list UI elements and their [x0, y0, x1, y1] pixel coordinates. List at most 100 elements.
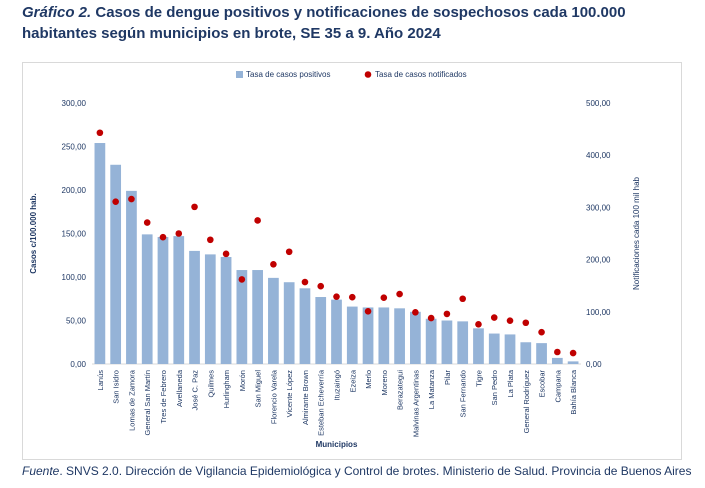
bar [551, 357, 563, 364]
dot [96, 129, 104, 137]
bar [173, 236, 185, 364]
bar [457, 321, 469, 364]
dot [317, 282, 325, 290]
x-tick-label: Lomas de Zamora [127, 369, 136, 431]
x-tick-label: Almirante Brown [301, 370, 310, 425]
dot [475, 321, 482, 328]
x-tick-label: General Rodríguez [522, 370, 531, 434]
x-tick-label: José C. Paz [191, 370, 200, 411]
legend-bar-swatch [236, 71, 243, 78]
dot [175, 230, 183, 237]
x-tick-label: San Pedro [490, 370, 499, 405]
x-tick-label: Bahía Blanca [569, 369, 578, 414]
dot [364, 307, 372, 315]
legend-dot-label: Tasa de casos notificados [375, 70, 467, 79]
bar [141, 234, 153, 364]
title-text: Casos de dengue positivos y notificacion… [22, 4, 626, 42]
dot [443, 310, 451, 318]
dot [270, 260, 277, 268]
source-lead: Fuente [22, 464, 60, 478]
x-tick-label: Florencio Varela [269, 369, 278, 424]
bar [567, 361, 579, 364]
x-tick-label: General San Martín [143, 370, 152, 435]
x-tick-label: Berazategui [396, 370, 405, 410]
y-tick-label: 50,00 [66, 317, 87, 326]
x-tick-label: Campana [553, 369, 562, 402]
bar [299, 288, 311, 364]
x-tick-label: La Plata [506, 369, 515, 397]
bar [504, 334, 516, 364]
x-tick-label: Escobar [538, 369, 547, 397]
dot [459, 295, 466, 303]
y2-tick-label: 0,00 [586, 360, 602, 369]
x-tick-label: Tigre [474, 370, 483, 387]
bar [283, 282, 295, 364]
dot [380, 294, 388, 302]
bar [536, 343, 547, 364]
dot [554, 348, 561, 356]
y-axis-title: Casos c/100.000 hab. [29, 193, 38, 274]
bar [268, 277, 279, 364]
dot [238, 276, 246, 283]
bar [94, 143, 106, 364]
bar [315, 297, 327, 364]
bar [410, 311, 421, 364]
title-lead: Gráfico 2. [22, 4, 92, 21]
bar [378, 307, 390, 364]
dot [490, 314, 498, 321]
x-tick-label: Avellaneda [175, 369, 184, 407]
x-tick-label: San Isidro [112, 370, 121, 404]
y2-tick-label: 400,00 [586, 151, 611, 160]
dot [427, 314, 435, 322]
chart-title: Gráfico 2. Casos de dengue positivos y n… [22, 2, 692, 44]
bar [520, 342, 532, 364]
y-tick-label: 150,00 [62, 230, 87, 239]
x-tick-label: Ezeiza [348, 369, 357, 392]
x-tick-label: San Fernando [459, 370, 468, 418]
dot [538, 328, 545, 336]
y2-tick-label: 200,00 [586, 256, 611, 265]
x-tick-label: Merlo [364, 370, 373, 389]
y2-tick-label: 500,00 [586, 99, 611, 108]
x-tick-label: Tres de Febrero [159, 370, 168, 424]
x-tick-label: Hurlingham [222, 370, 231, 408]
dengue-chart: 0,00 50,00 100,00 150,00 200,00 250,00 300,00 0… [29, 70, 641, 449]
x-tick-label: Quilmes [206, 370, 215, 398]
bar [157, 236, 169, 364]
dot [333, 293, 340, 300]
bar [189, 250, 200, 364]
x-tick-label: Morón [238, 370, 247, 391]
bar [220, 256, 232, 364]
dot [254, 217, 261, 224]
chart-frame: 0,00 50,00 100,00 150,00 200,00 250,00 300,00 0… [22, 62, 682, 460]
dot [506, 317, 514, 324]
bar [394, 308, 405, 364]
bar [441, 320, 453, 364]
dot [412, 309, 419, 316]
x-tick-label: La Matanza [427, 369, 436, 409]
y-tick-label: 100,00 [62, 273, 87, 282]
dot [128, 195, 135, 203]
dot [569, 349, 577, 357]
x-tick-label: Malvinas Argentinas [411, 370, 420, 437]
legend-bar-label: Tasa de casos positivos [246, 70, 331, 79]
bar [331, 299, 342, 364]
dot [159, 233, 167, 241]
bar [252, 270, 263, 364]
bar [362, 307, 374, 364]
dot [396, 290, 403, 298]
bar [488, 333, 500, 364]
x-tick-label: Lanús [96, 370, 105, 391]
dot [348, 293, 356, 301]
dot [301, 278, 309, 286]
bar [425, 318, 437, 364]
dot [522, 319, 530, 327]
y2-tick-label: 100,00 [586, 308, 611, 317]
dot [285, 248, 293, 256]
source-note: Fuente. SNVS 2.0. Dirección de Vigilanci… [22, 464, 702, 478]
bar [473, 328, 484, 364]
x-tick-label: Moreno [380, 370, 389, 395]
dot [143, 219, 151, 226]
bar [236, 270, 248, 364]
dot [191, 203, 198, 211]
